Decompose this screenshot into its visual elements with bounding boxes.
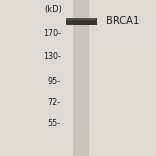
Text: 130-: 130- <box>43 52 61 61</box>
Text: 95-: 95- <box>48 77 61 86</box>
Bar <box>66 18 97 25</box>
Text: 55-: 55- <box>48 119 61 128</box>
Text: 72-: 72- <box>48 98 61 107</box>
Text: (kD): (kD) <box>44 5 62 14</box>
Bar <box>73 0 89 156</box>
Text: 170-: 170- <box>43 29 61 38</box>
Text: BRCA1: BRCA1 <box>106 16 139 26</box>
Bar <box>66 18 96 20</box>
